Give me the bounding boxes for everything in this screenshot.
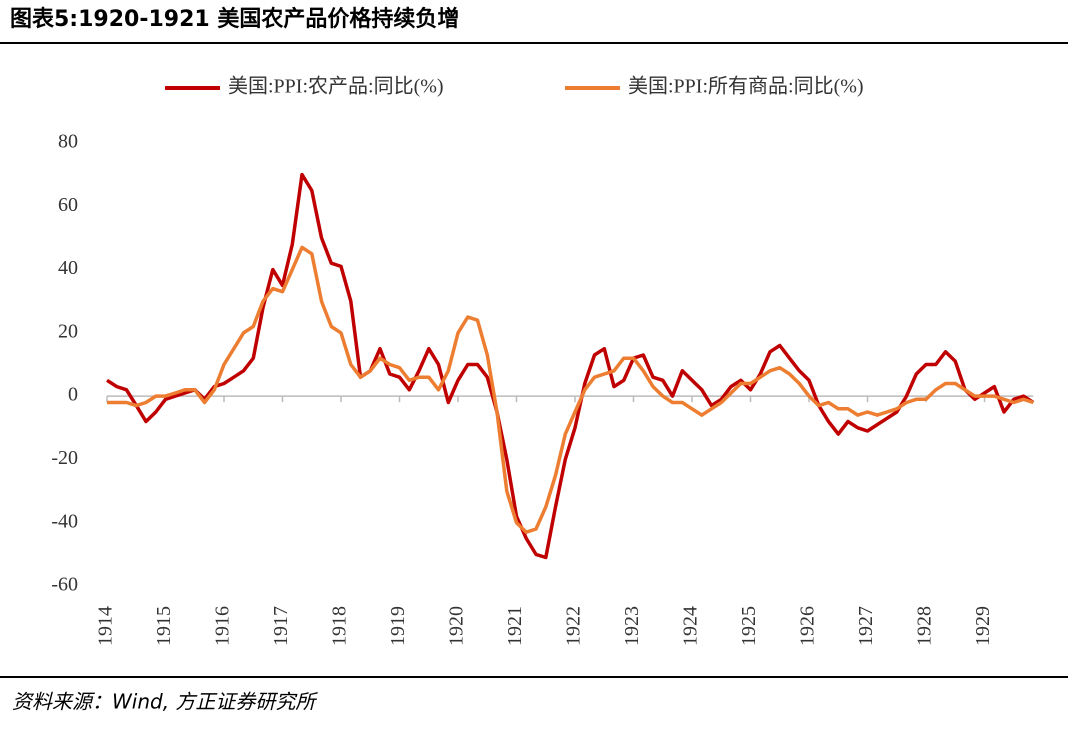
- x-tick-label: 1919: [387, 606, 409, 646]
- x-tick-label: 1915: [153, 606, 175, 646]
- y-tick-label: 80: [58, 131, 78, 153]
- y-tick-label: 0: [68, 384, 78, 406]
- y-tick-label: -40: [51, 510, 78, 532]
- x-tick-label: 1921: [504, 606, 526, 646]
- x-tick-label: 1920: [446, 606, 468, 646]
- x-tick-label: 1927: [855, 606, 877, 646]
- chart-title: 图表5:1920-1921 美国农产品价格持续负增: [10, 6, 459, 32]
- y-tick-label: -60: [51, 574, 78, 596]
- x-tick-label: 1929: [972, 606, 994, 646]
- series-line: [107, 245, 1034, 534]
- legend-label: 美国:PPI:农产品:同比(%): [228, 75, 444, 98]
- x-tick-label: 1924: [680, 606, 702, 646]
- x-tick-label: 1922: [563, 606, 585, 646]
- x-tick-label: 1928: [914, 606, 936, 646]
- x-tick-label: 1916: [212, 606, 234, 646]
- y-tick-label: 20: [58, 320, 78, 342]
- x-tick-label: 1917: [270, 606, 292, 646]
- x-tick-label: 1926: [797, 606, 819, 646]
- x-tick-label: 1925: [738, 606, 760, 646]
- series-line: [106, 172, 1035, 560]
- y-tick-label: 40: [58, 257, 78, 279]
- x-tick-label: 1923: [621, 606, 643, 646]
- source: 资料来源：Wind, 方正证券研究所: [12, 690, 318, 714]
- y-tick-label: -20: [51, 447, 78, 469]
- y-tick-label: 60: [58, 194, 78, 216]
- legend-label: 美国:PPI:所有商品:同比(%): [628, 75, 864, 98]
- x-tick-label: 1918: [329, 606, 351, 646]
- x-tick-label: 1914: [95, 606, 117, 646]
